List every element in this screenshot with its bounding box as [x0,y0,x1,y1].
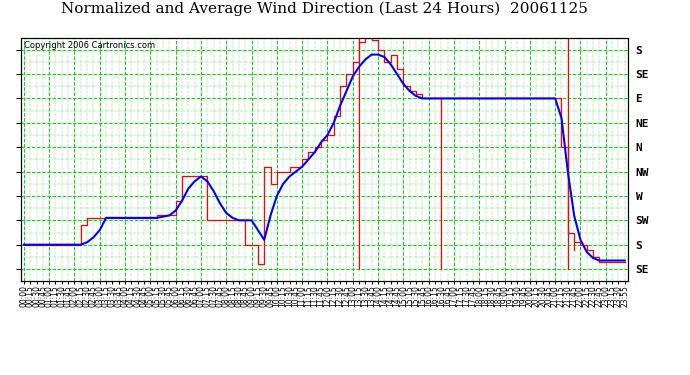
Text: Normalized and Average Wind Direction (Last 24 Hours)  20061125: Normalized and Average Wind Direction (L… [61,2,588,16]
Text: Copyright 2006 Cartronics.com: Copyright 2006 Cartronics.com [23,41,155,50]
